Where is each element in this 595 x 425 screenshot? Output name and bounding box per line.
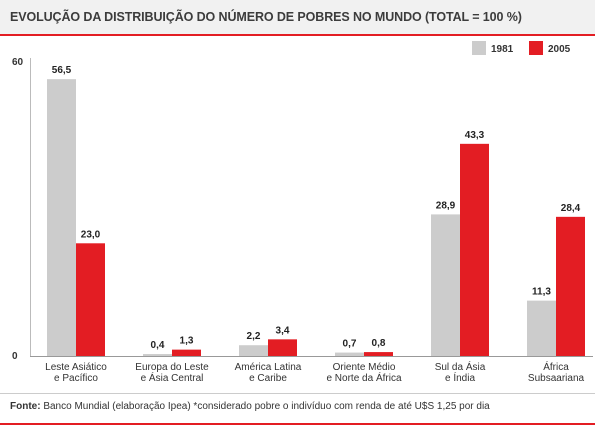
legend-label-1981: 1981 <box>491 44 514 55</box>
data-label-1981-4: 28,9 <box>436 200 456 211</box>
y-tick-label: 60 <box>12 57 24 68</box>
title-bar: EVOLUÇÃO DA DISTRIBUIÇÃO DO NÚMERO DE PO… <box>0 0 595 36</box>
bar-1981-2 <box>239 345 268 356</box>
source-label: Fonte: <box>10 401 41 412</box>
source-note: Fonte: Banco Mundial (elaboração Ipea) *… <box>10 401 490 412</box>
data-label-2005-3: 0,8 <box>372 338 386 349</box>
bar-1981-3 <box>335 352 364 356</box>
data-label-2005-1: 1,3 <box>180 336 194 347</box>
category-label-3: e Norte da África <box>326 371 401 384</box>
data-label-2005-5: 28,4 <box>561 203 581 214</box>
bar-2005-4 <box>460 143 489 356</box>
category-label-1: e Ásia Central <box>141 371 204 384</box>
category-label-5: África <box>543 360 569 373</box>
category-label-5: Subsaariana <box>528 373 585 384</box>
legend-label-2005: 2005 <box>548 44 571 55</box>
data-label-1981-0: 56,5 <box>52 65 72 76</box>
data-label-2005-2: 3,4 <box>276 325 290 336</box>
category-label-4: e Índia <box>445 371 475 384</box>
category-label-2: América Latina <box>235 362 302 373</box>
source-text: Banco Mundial (elaboração Ipea) *conside… <box>43 401 490 412</box>
data-label-2005-4: 43,3 <box>465 130 485 141</box>
legend-swatch-1981 <box>472 41 486 55</box>
bar-2005-1 <box>172 349 201 356</box>
bar-2005-3 <box>364 352 393 356</box>
data-label-1981-1: 0,4 <box>151 340 165 351</box>
chart-title: EVOLUÇÃO DA DISTRIBUIÇÃO DO NÚMERO DE PO… <box>10 10 522 24</box>
bar-1981-1 <box>143 354 172 356</box>
category-label-1: Europa do Leste <box>135 362 209 373</box>
bar-2005-0 <box>76 243 105 356</box>
category-label-3: Oriente Médio <box>333 362 396 373</box>
bar-1981-4 <box>431 214 460 356</box>
bar-1981-0 <box>47 79 76 357</box>
data-label-2005-0: 23,0 <box>81 229 101 240</box>
footer: Fonte: Banco Mundial (elaboração Ipea) *… <box>0 393 595 425</box>
bar-2005-2 <box>268 339 297 356</box>
category-label-0: Leste Asiático <box>45 362 107 373</box>
category-label-0: e Pacífico <box>54 373 98 384</box>
category-label-2: e Caribe <box>249 373 287 384</box>
y-tick-label: 0 <box>12 351 18 362</box>
data-label-1981-2: 2,2 <box>247 331 261 342</box>
bar-1981-5 <box>527 300 556 356</box>
bar-2005-5 <box>556 216 585 356</box>
legend-swatch-2005 <box>529 41 543 55</box>
data-label-1981-5: 11,3 <box>532 287 551 298</box>
data-label-1981-3: 0,7 <box>343 339 357 350</box>
category-label-4: Sul da Ásia <box>435 360 486 373</box>
